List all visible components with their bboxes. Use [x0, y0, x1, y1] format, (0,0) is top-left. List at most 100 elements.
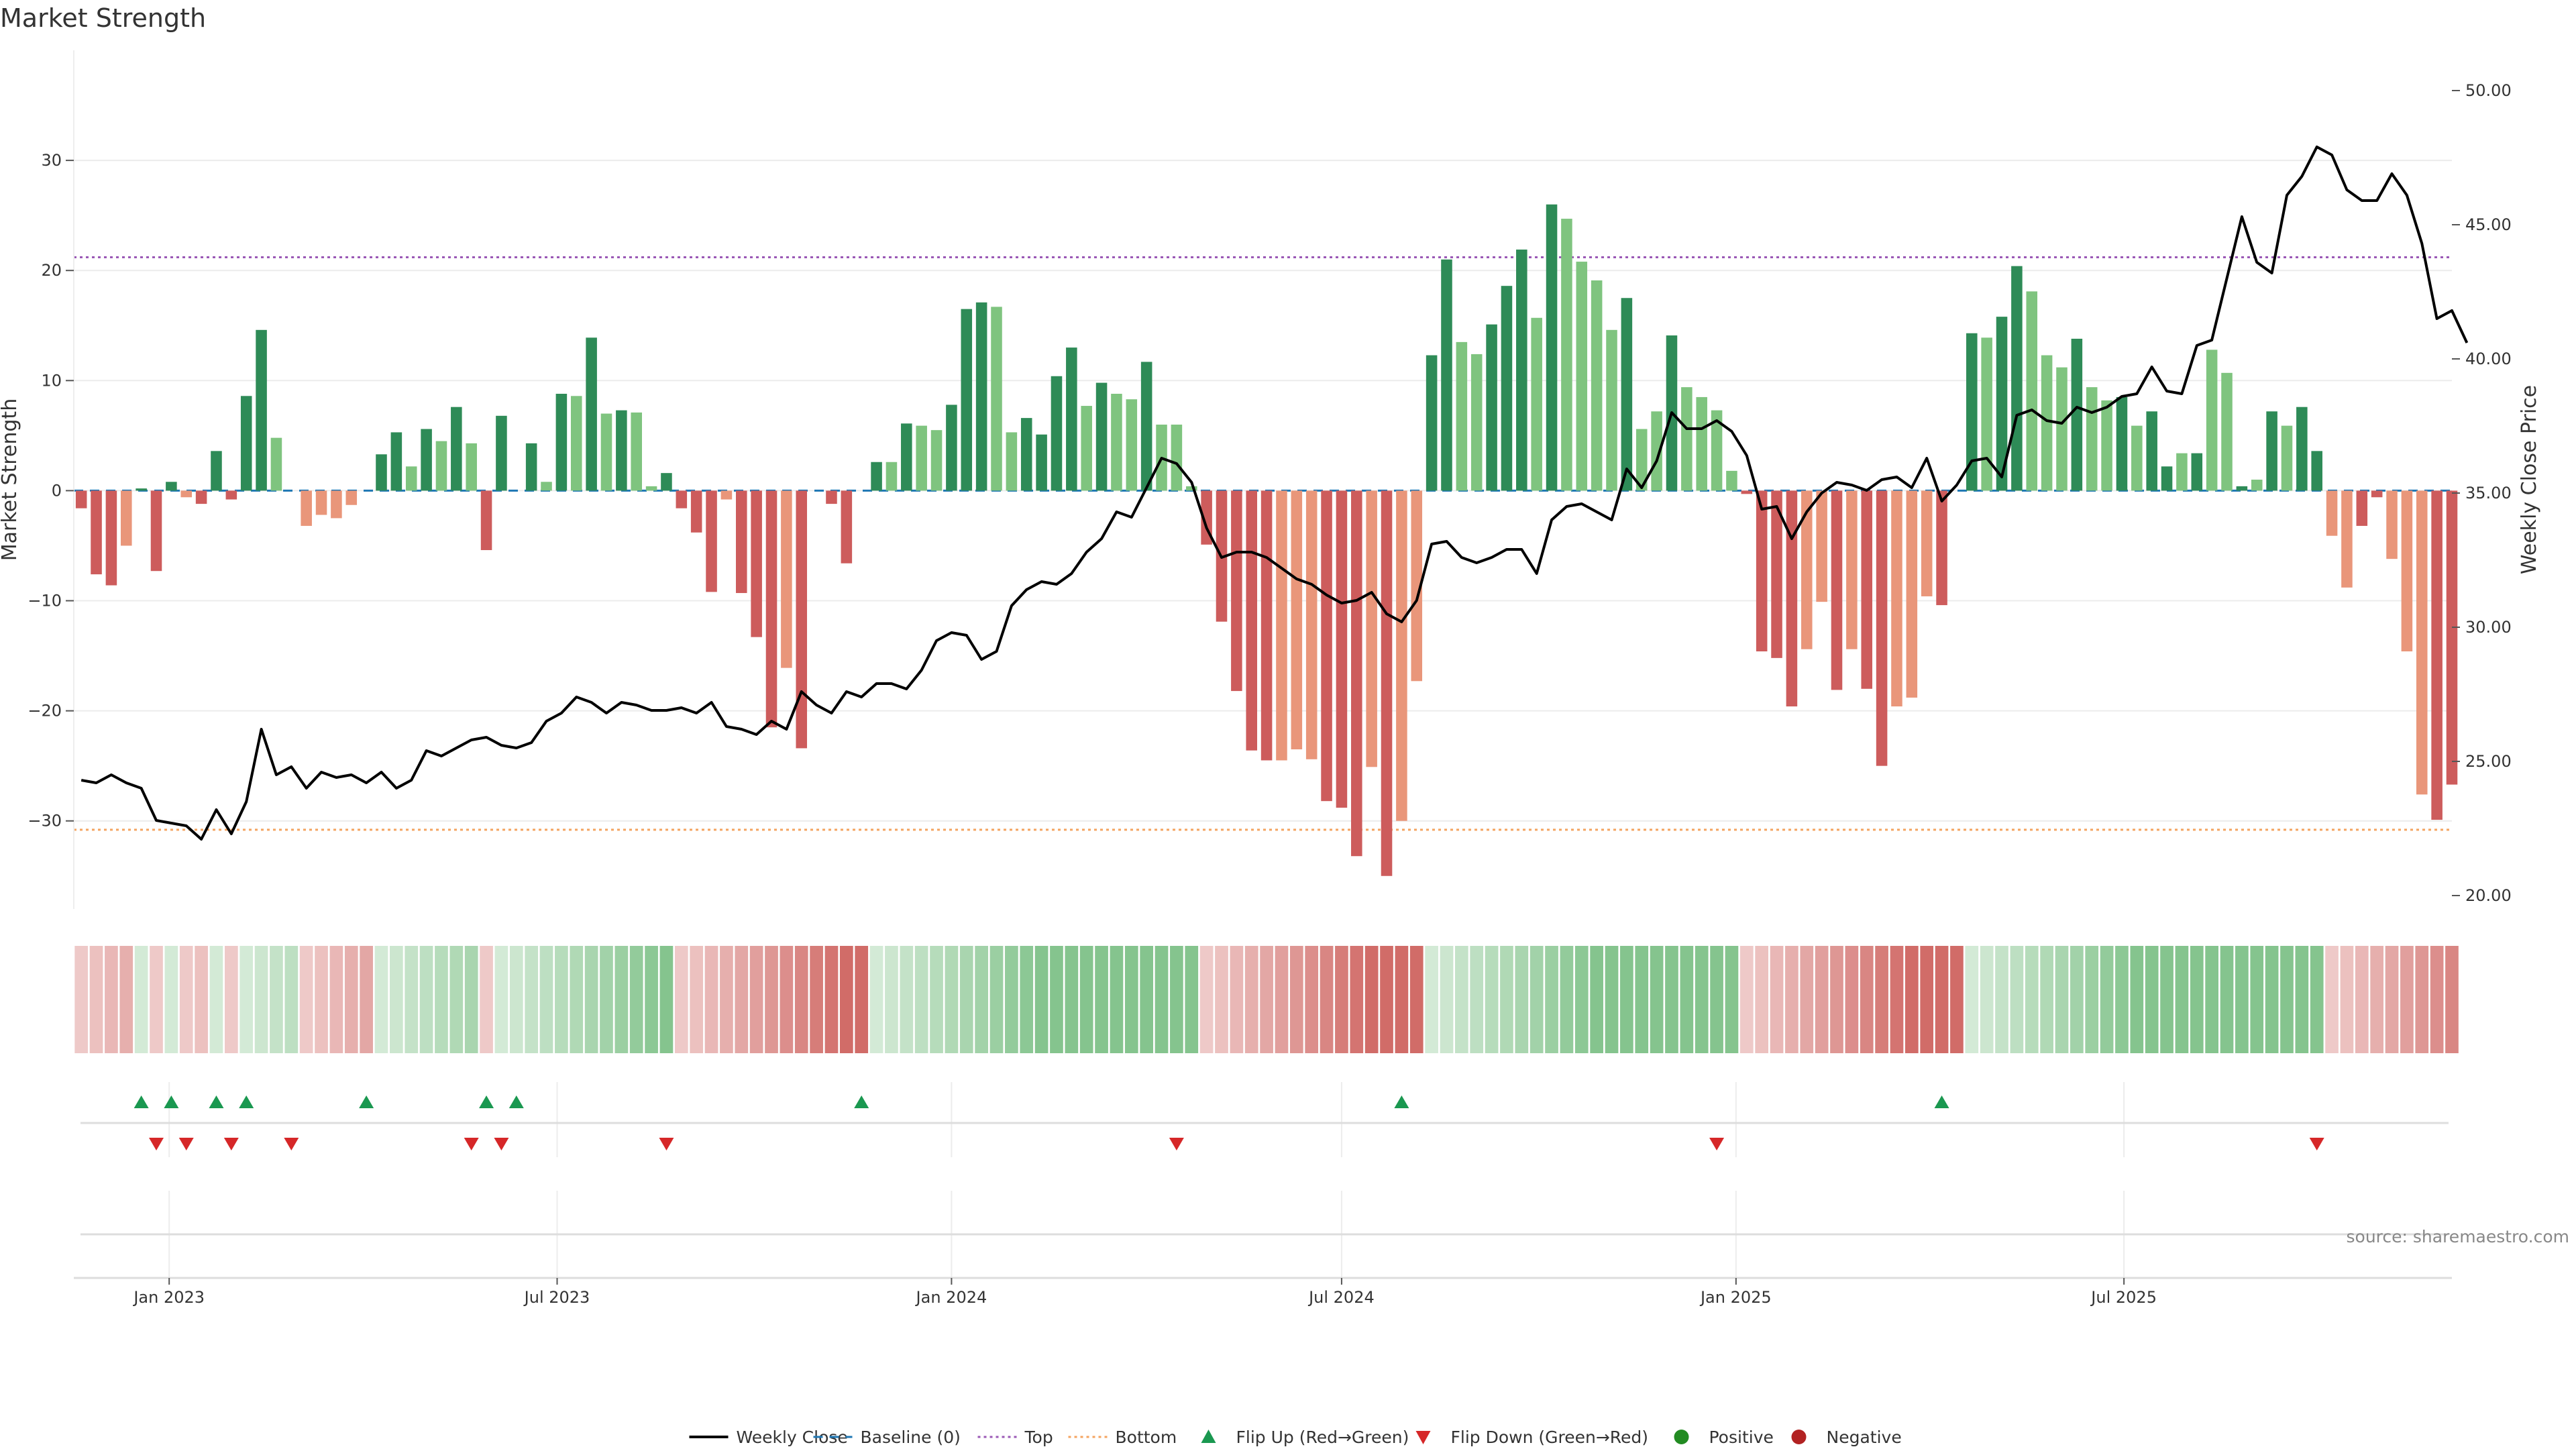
- strength-bar: [1396, 490, 1407, 821]
- strength-bar: [1095, 382, 1108, 491]
- x-tick-label: Jan 2025: [1699, 1288, 1772, 1307]
- strength-bar: [1831, 490, 1843, 690]
- strength-bar: [2386, 490, 2398, 559]
- flip-up-marker: [359, 1095, 374, 1108]
- strength-bar: [751, 490, 762, 637]
- strength-bar: [586, 337, 597, 491]
- heatmap-cell: [1845, 946, 1859, 1053]
- strength-bar: [466, 443, 477, 491]
- price-line-layer: [80, 146, 2469, 841]
- flip-up-marker: [854, 1095, 869, 1108]
- strength-bar: [2416, 490, 2428, 795]
- heatmap-cell: [1455, 946, 1468, 1053]
- strength-bar: [1741, 490, 1753, 494]
- y-tick-label: 30: [41, 151, 62, 170]
- strength-bar: [930, 430, 943, 491]
- flip-up-marker: [164, 1095, 179, 1108]
- heatmap-cell: [735, 946, 749, 1053]
- strength-bar: [121, 490, 132, 546]
- strength-bar: [1786, 490, 1798, 707]
- y2-tick-label: 45.00: [2465, 215, 2512, 234]
- strength-bar: [1126, 399, 1138, 491]
- strength-bar: [555, 394, 568, 491]
- heatmap-cell: [645, 946, 658, 1053]
- strength-bar: [451, 407, 462, 491]
- heatmap-cell: [1904, 946, 1919, 1053]
- strength-bar: [150, 490, 162, 572]
- strength-bar: [2401, 490, 2413, 651]
- heatmap-cell: [134, 946, 148, 1053]
- heatmap-cell: [749, 946, 763, 1053]
- heatmap-cell: [2160, 946, 2174, 1053]
- heatmap-cell: [1289, 946, 1303, 1053]
- heatmap-cell: [329, 946, 343, 1053]
- legend-label: Top: [1024, 1428, 1053, 1447]
- heatmap-cell: [900, 946, 914, 1053]
- heatmap-cell: [1725, 946, 1739, 1053]
- strength-bar: [91, 490, 102, 575]
- strength-bar: [1876, 490, 1888, 766]
- price-line: [80, 146, 2469, 841]
- strength-bar: [1260, 490, 1273, 761]
- strength-bar: [75, 490, 87, 508]
- y2-tick-label: 35.00: [2465, 484, 2512, 502]
- heatmap-cell: [2340, 946, 2354, 1053]
- heatmap-cell: [480, 946, 493, 1053]
- heatmap-cell: [344, 946, 358, 1053]
- strength-bar: [270, 437, 282, 491]
- heatmap-cell: [1695, 946, 1709, 1053]
- legend-item: Weekly Close: [689, 1428, 848, 1447]
- heatmap-cell: [1034, 946, 1049, 1053]
- strength-bar: [1891, 490, 1902, 707]
- heatmap-cell: [179, 946, 193, 1053]
- strength-bar: [1816, 490, 1827, 602]
- heatmap-cell: [1140, 946, 1154, 1053]
- strength-bar: [1321, 490, 1332, 802]
- strength-bar: [2341, 490, 2353, 588]
- heatmap-cell: [195, 946, 208, 1053]
- heatmap-cell: [1244, 946, 1258, 1053]
- heatmap-cell: [1485, 946, 1499, 1053]
- strength-bar: [105, 490, 117, 586]
- y-tick-label: −10: [28, 592, 62, 610]
- heatmap-cell: [1155, 946, 1169, 1053]
- y2-tick-label: 25.00: [2465, 752, 2512, 771]
- strength-bar: [841, 490, 853, 564]
- heatmap-cell: [1185, 946, 1199, 1053]
- strength-bar: [2161, 466, 2173, 491]
- heatmap-cell: [2010, 946, 2024, 1053]
- heatmap-cell: [570, 946, 584, 1053]
- strength-bar: [2176, 453, 2188, 491]
- flip-down-marker: [1709, 1138, 1725, 1150]
- heatmap-cell: [1980, 946, 1994, 1053]
- heatmap-cell: [1710, 946, 1723, 1053]
- strength-bar: [1231, 490, 1242, 692]
- heatmap-cell: [1800, 946, 1814, 1053]
- strength-bar: [421, 429, 432, 491]
- heatmap-cell: [1529, 946, 1544, 1053]
- flip-up-marker: [209, 1095, 224, 1108]
- strength-bar: [1291, 490, 1303, 750]
- heatmap-cell: [1020, 946, 1034, 1053]
- heatmap-cell: [2175, 946, 2189, 1053]
- heatmap-cell: [1395, 946, 1409, 1053]
- y2-axis-title: Weekly Close Price: [2518, 385, 2541, 574]
- heatmap-cell: [2400, 946, 2414, 1053]
- heatmap-cell: [1350, 946, 1364, 1053]
- legend-item: Flip Up (Red→Green): [1201, 1428, 1409, 1447]
- heatmap-cell: [1680, 946, 1694, 1053]
- y2-tick-label: 40.00: [2465, 350, 2512, 368]
- strength-heatmap-strip: [74, 946, 2459, 1053]
- heatmap-cell: [1755, 946, 1769, 1053]
- strength-bar: [1576, 262, 1588, 491]
- heatmap-cell: [1785, 946, 1799, 1053]
- heatmap-cell: [1830, 946, 1843, 1053]
- flip-up-marker: [1394, 1095, 1409, 1108]
- y2-tick-label: 20.00: [2465, 886, 2512, 905]
- strength-bar: [211, 451, 222, 491]
- heatmap-cell: [419, 946, 433, 1053]
- heatmap-cell: [1079, 946, 1093, 1053]
- strength-bar: [2206, 350, 2218, 491]
- strength-bar: [2086, 387, 2098, 491]
- heatmap-cell: [869, 946, 883, 1053]
